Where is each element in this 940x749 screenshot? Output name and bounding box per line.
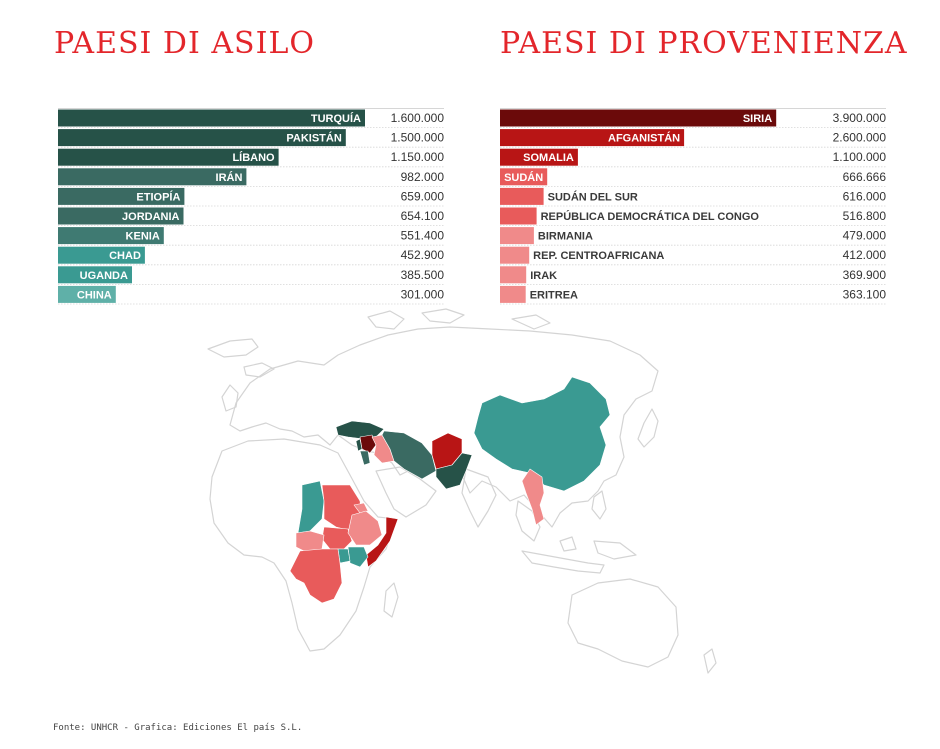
origin-value-label-0: 3.900.000 (833, 111, 887, 125)
chad-region (297, 480, 325, 534)
asylum-bar-8 (58, 266, 132, 284)
world-map (200, 305, 760, 720)
asylum-bar-9 (58, 285, 116, 303)
world-map-svg (207, 308, 717, 674)
highlighted-countries (289, 376, 611, 604)
asylum-value-label-7: 452.900 (401, 248, 445, 262)
asylum-bar-chart-svg: TURQUÍA 1.600.000 PAKISTÁN 1.500.000 LÍBANO 1… (58, 108, 445, 305)
somalia-region (365, 516, 399, 568)
south-sudan-region (321, 526, 353, 550)
origin-value-label-5: 516.800 (843, 209, 887, 223)
origin-bar-chart-svg: SIRIA 3.900.000 AFGANISTÁN 2.600.000 SOMALIA… (500, 108, 887, 305)
origin-bar-label-3: SUDÁN (504, 171, 543, 184)
asylum-value-label-6: 551.400 (401, 229, 445, 243)
asylum-bar-label-6: KENIA (126, 231, 160, 243)
origin-bar-label-8: IRAK (530, 270, 557, 282)
asylum-bar-4 (58, 187, 185, 205)
asylum-value-label-4: 659.000 (401, 189, 445, 203)
origin-value-label-9: 363.100 (843, 287, 887, 301)
africa-outline (209, 438, 397, 652)
asylum-bar-5 (58, 207, 184, 225)
asylum-value-label-9: 301.000 (401, 287, 445, 301)
myanmar-region (521, 468, 545, 526)
origin-bar-label-7: REP. CENTROAFRICANA (533, 250, 664, 262)
asylum-bar-label-4: ETIOPÍA (136, 190, 180, 203)
asylum-bar-label-5: JORDANIA (122, 211, 180, 223)
ethiopia-region (347, 510, 383, 546)
japan-outline (637, 408, 659, 448)
origin-bar-7 (500, 246, 530, 264)
source-credit: Fonte: UNHCR - Grafica: Ediciones El paí… (53, 723, 303, 733)
origin-value-label-3: 666.666 (843, 170, 887, 184)
drc-region (289, 548, 343, 604)
origin-countries-title: PAESI DI PROVENIENZA (500, 26, 908, 61)
asylum-bar-7 (58, 246, 145, 264)
origin-bar-9 (500, 285, 526, 303)
asylum-value-label-0: 1.600.000 (391, 111, 445, 125)
eritrea-region (353, 502, 369, 514)
asylum-bar-label-9: CHINA (77, 289, 112, 301)
uk-outline (221, 384, 239, 412)
origin-value-label-8: 369.900 (843, 268, 887, 282)
asylum-value-label-8: 385.500 (401, 268, 445, 282)
origin-bar-label-6: BIRMANIA (538, 231, 593, 243)
origin-bar-1 (500, 129, 685, 147)
iran-region (381, 430, 437, 480)
asylum-bar-1 (58, 129, 346, 147)
origin-bar-label-0: SIRIA (743, 113, 772, 125)
origin-bar-4 (500, 187, 544, 205)
philippines-outline (591, 490, 607, 520)
arctic-islands-outline (367, 308, 551, 330)
origin-bar-3 (500, 168, 548, 186)
asylum-bar-2 (58, 148, 279, 166)
asylum-bar-0 (58, 109, 365, 127)
india-outline (461, 468, 497, 528)
indonesia-outline (521, 536, 637, 574)
asylum-value-label-5: 654.100 (401, 209, 445, 223)
asylum-bar-6 (58, 227, 164, 245)
origin-bar-label-2: SOMALIA (523, 152, 574, 164)
australia-outline (567, 578, 679, 668)
asylum-bar-label-7: CHAD (109, 250, 141, 262)
kenia-region (347, 546, 369, 568)
greenland-outline (207, 338, 259, 358)
arabia-outline (375, 466, 437, 518)
asylum-value-label-1: 1.500.000 (391, 131, 445, 145)
origin-value-label-2: 1.100.000 (833, 150, 887, 164)
asylum-bar-label-3: IRÁN (216, 171, 243, 184)
origin-countries-chart: SIRIA 3.900.000 AFGANISTÁN 2.600.000 SOMALIA… (500, 108, 887, 305)
china-region (473, 376, 611, 492)
asylum-bar-label-0: TURQUÍA (311, 112, 361, 125)
asylum-countries-title: PAESI DI ASILO (54, 26, 315, 61)
origin-bar-label-4: SUDÁN DEL SUR (548, 190, 638, 203)
jordan-region (359, 450, 371, 466)
origin-value-label-6: 479.000 (843, 229, 887, 243)
madagascar-outline (383, 582, 399, 618)
asylum-value-label-3: 982.000 (401, 170, 445, 184)
asylum-bar-3 (58, 168, 247, 186)
origin-bar-0 (500, 109, 777, 127)
lebanon-region (355, 438, 363, 452)
new-zealand-outline (703, 648, 717, 674)
asylum-value-label-2: 1.150.000 (391, 150, 445, 164)
origin-bar-label-5: REPÚBLICA DEMOCRÁTICA DEL CONGO (541, 210, 760, 223)
origin-bar-label-9: ERITREA (530, 289, 578, 301)
pakistan-region (435, 452, 473, 490)
origin-value-label-4: 616.000 (843, 189, 887, 203)
origin-bar-6 (500, 227, 534, 245)
asylum-bar-label-1: PAKISTÁN (286, 132, 341, 145)
origin-value-label-1: 2.600.000 (833, 131, 887, 145)
map-outlines (207, 308, 717, 674)
origin-bar-label-1: AFGANISTÁN (608, 132, 680, 145)
origin-bar-5 (500, 207, 537, 225)
origin-value-label-7: 412.000 (843, 248, 887, 262)
asylum-bar-label-2: LÍBANO (232, 151, 275, 164)
iceland-outline (243, 362, 275, 378)
southeast-asia-outline (515, 500, 541, 542)
asylum-bar-label-8: UGANDA (80, 270, 128, 282)
asylum-countries-chart: TURQUÍA 1.600.000 PAKISTÁN 1.500.000 LÍBANO 1… (58, 108, 445, 305)
origin-bar-2 (500, 148, 578, 166)
origin-bar-8 (500, 266, 527, 284)
